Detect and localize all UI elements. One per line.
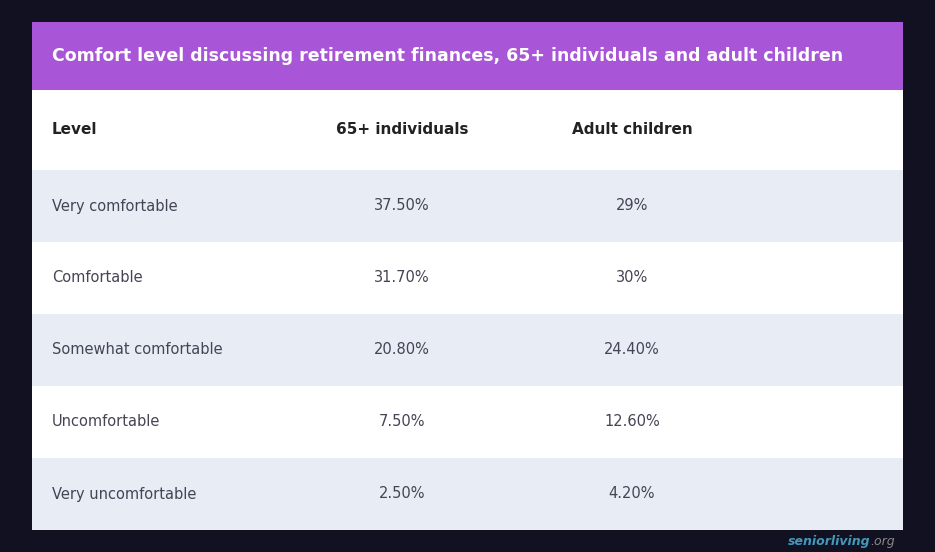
Text: 12.60%: 12.60%: [604, 415, 660, 429]
Text: Comfortable: Comfortable: [52, 270, 143, 285]
Text: 20.80%: 20.80%: [374, 342, 430, 358]
Text: 31.70%: 31.70%: [374, 270, 430, 285]
Bar: [32, 314, 903, 386]
Bar: [32, 386, 903, 458]
Text: Very comfortable: Very comfortable: [52, 199, 178, 214]
Text: 65+ individuals: 65+ individuals: [336, 123, 468, 137]
Text: Very uncomfortable: Very uncomfortable: [52, 486, 196, 502]
Text: Level: Level: [52, 123, 97, 137]
Bar: [32, 170, 903, 242]
Bar: [32, 458, 903, 530]
Text: .org: .org: [870, 535, 895, 549]
Text: 30%: 30%: [616, 270, 648, 285]
Text: Somewhat comfortable: Somewhat comfortable: [52, 342, 223, 358]
Text: Adult children: Adult children: [571, 123, 693, 137]
Text: 7.50%: 7.50%: [379, 415, 425, 429]
Bar: [32, 242, 903, 314]
Text: Comfort level discussing retirement finances, 65+ individuals and adult children: Comfort level discussing retirement fina…: [52, 47, 843, 65]
Bar: [32, 22, 903, 90]
Text: Uncomfortable: Uncomfortable: [52, 415, 161, 429]
Text: 4.20%: 4.20%: [609, 486, 655, 502]
Text: 24.40%: 24.40%: [604, 342, 660, 358]
Text: 29%: 29%: [616, 199, 648, 214]
Text: seniorliving: seniorliving: [787, 535, 870, 549]
Text: 37.50%: 37.50%: [374, 199, 430, 214]
Text: 2.50%: 2.50%: [379, 486, 425, 502]
